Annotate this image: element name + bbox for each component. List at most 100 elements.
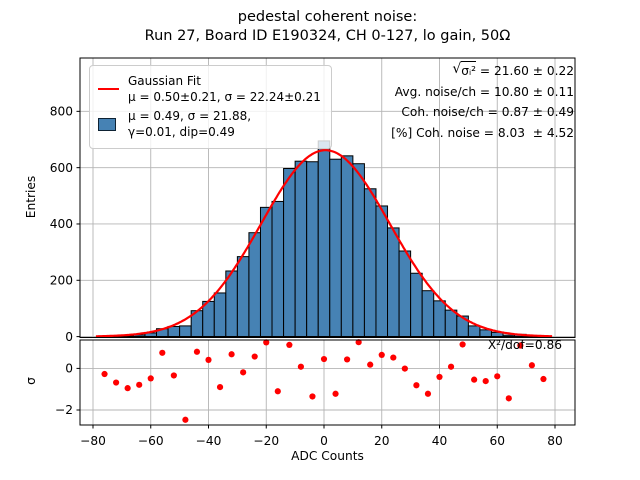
histogram-bar bbox=[179, 325, 192, 337]
histogram-bar bbox=[202, 300, 215, 337]
residual-dot bbox=[424, 390, 432, 397]
stats-box: √ σᵢ² = 21.60 ± 0.22 Avg. noise/ch = 10.8… bbox=[391, 61, 574, 143]
stats-sigma-value: = 21.60 ± 0.22 bbox=[476, 64, 574, 78]
histogram-bar bbox=[479, 329, 492, 337]
residual-dot bbox=[517, 342, 524, 349]
histogram-bar bbox=[352, 163, 365, 337]
residual-dot bbox=[193, 348, 201, 355]
histogram-bar bbox=[271, 200, 285, 337]
histogram-bar bbox=[283, 168, 296, 337]
histogram-bar bbox=[444, 309, 458, 337]
y-tick-label: 800 bbox=[50, 105, 73, 119]
x-tick-label: −40 bbox=[196, 434, 222, 448]
chart-title-line2: Run 27, Board ID E190324, CH 0-127, lo g… bbox=[144, 28, 511, 44]
residual-dot bbox=[228, 351, 235, 358]
residual-dot bbox=[216, 384, 224, 391]
chart-title: pedestal coherent noise: Run 27, Board I… bbox=[80, 8, 575, 46]
legend-hist-params-2: γ=0.01, dip=0.49 bbox=[128, 125, 235, 139]
x-tick-label: 60 bbox=[489, 434, 505, 448]
histogram-bar bbox=[387, 227, 400, 338]
histogram-bar bbox=[363, 188, 377, 337]
legend-fit-params: μ = 0.50±0.21, σ = 22.24±0.21 bbox=[128, 90, 321, 104]
residual-dot bbox=[320, 355, 328, 363]
radical-arg: σᵢ² bbox=[461, 61, 477, 81]
residual-dot bbox=[332, 390, 339, 397]
histogram-bar bbox=[259, 206, 273, 337]
residual-dot bbox=[401, 365, 408, 372]
residual-dot bbox=[459, 341, 466, 348]
residual-ylabel: σ bbox=[24, 377, 38, 385]
x-tick-label: 0 bbox=[320, 434, 328, 448]
histogram-bar bbox=[410, 272, 423, 338]
residual-dot bbox=[505, 395, 512, 402]
residual-dot bbox=[482, 377, 489, 385]
histogram-bar bbox=[306, 161, 319, 337]
x-tick-label: −80 bbox=[80, 434, 106, 448]
residual-dot bbox=[263, 339, 270, 346]
stats-avg-noise: Avg. noise/ch = 10.80 ± 0.11 bbox=[394, 84, 574, 99]
residual-dot bbox=[124, 385, 131, 392]
legend-hist-params-1: μ = 0.49, σ = 21.88, bbox=[128, 109, 252, 123]
histogram-bar bbox=[375, 205, 389, 337]
x-tick-label: 40 bbox=[432, 434, 448, 448]
residual-dot bbox=[528, 362, 536, 369]
residual-axes-frame bbox=[79, 339, 576, 426]
histogram-bar bbox=[248, 232, 261, 337]
residual-dot bbox=[309, 393, 316, 400]
main-ylabel: Entries bbox=[24, 176, 38, 218]
histogram-bar bbox=[433, 300, 446, 337]
x-tick-label: −60 bbox=[138, 434, 164, 448]
legend-entry-hist: μ = 0.49, σ = 21.88, γ=0.01, dip=0.49 bbox=[98, 108, 321, 140]
residual-dot bbox=[540, 375, 547, 383]
x-tick-label: −20 bbox=[253, 434, 279, 448]
residual-dot bbox=[471, 376, 478, 383]
histogram-bar bbox=[467, 325, 481, 337]
histogram-bar bbox=[225, 270, 238, 338]
radical-sign: √ bbox=[452, 61, 462, 77]
residual-dot bbox=[355, 339, 362, 346]
stats-coh-noise: Coh. noise/ch = 0.87 ± 0.49 bbox=[401, 105, 574, 119]
x-tick-label: 20 bbox=[374, 434, 390, 448]
residual-dot bbox=[182, 416, 189, 423]
residual-dot bbox=[113, 379, 120, 386]
residual-dot bbox=[274, 388, 281, 395]
x-tick-label: 80 bbox=[547, 434, 563, 448]
fit-line-swatch bbox=[98, 88, 119, 90]
residual-dot bbox=[297, 363, 304, 370]
y-tick-label: −2 bbox=[55, 403, 73, 417]
residual-dot bbox=[101, 370, 108, 378]
histogram-bar bbox=[167, 325, 181, 337]
xlabel: ADC Counts bbox=[291, 449, 364, 463]
histogram-bar bbox=[213, 292, 227, 338]
residual-dot bbox=[240, 369, 247, 376]
histogram-bar bbox=[421, 290, 435, 338]
residual-dot bbox=[136, 381, 143, 388]
residual-dot bbox=[413, 382, 420, 389]
residual-dot bbox=[205, 356, 212, 363]
histogram-bar bbox=[317, 140, 331, 337]
residual-dot bbox=[367, 361, 374, 368]
residual-dot bbox=[147, 375, 154, 382]
histogram-bar bbox=[294, 160, 308, 337]
y-tick-label: 0 bbox=[65, 362, 73, 376]
residual-dot bbox=[494, 373, 501, 380]
chart-title-line1: pedestal coherent noise: bbox=[237, 9, 418, 25]
legend-fit-label: Gaussian Fit bbox=[128, 74, 201, 88]
residual-dot bbox=[251, 353, 258, 360]
residual-dot bbox=[159, 349, 166, 356]
gaussian-fit-curve bbox=[95, 149, 553, 338]
histogram-swatch bbox=[98, 117, 116, 131]
histogram-bar bbox=[236, 256, 250, 338]
main-axes-frame bbox=[79, 57, 576, 338]
histogram-bar bbox=[340, 155, 354, 337]
residual-dot bbox=[390, 354, 397, 361]
y-tick-label: 400 bbox=[50, 217, 73, 231]
stats-coh-noise-pct: [%] Coh. noise = 8.03 ± 4.52 bbox=[391, 125, 574, 140]
residual-dot bbox=[436, 373, 443, 381]
residual-dot bbox=[170, 372, 177, 379]
y-tick-label: 200 bbox=[50, 273, 73, 287]
residual-dot bbox=[286, 341, 293, 348]
residual-dot bbox=[447, 363, 455, 370]
